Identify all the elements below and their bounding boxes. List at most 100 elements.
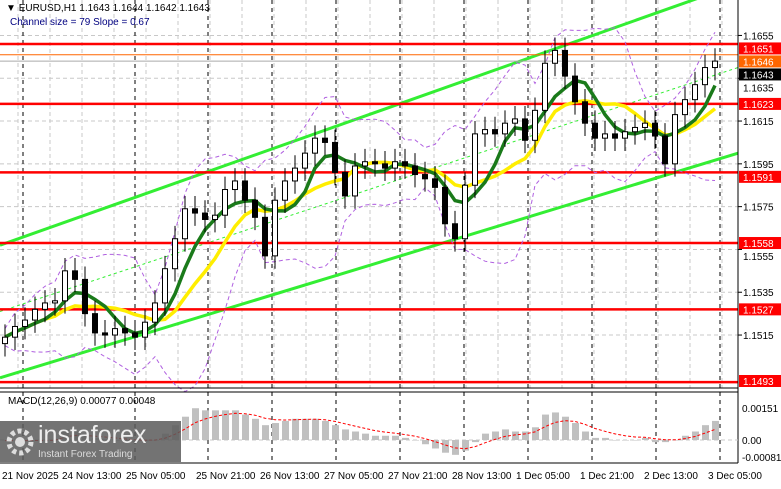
candle: [82, 266, 88, 327]
level-price-label-bg: [739, 375, 781, 387]
candle-body: [162, 268, 168, 304]
candle-body: [192, 208, 198, 214]
candle-body: [22, 319, 28, 327]
candle: [652, 110, 658, 149]
candle: [302, 140, 308, 181]
time-tick-label: 26 Nov 13:00: [260, 471, 320, 482]
candle: [252, 187, 258, 231]
candle-body: [432, 178, 438, 188]
candle-body: [92, 313, 98, 334]
candle-body: [612, 133, 618, 139]
ma-fast-line: [4, 78, 717, 339]
candle-body: [242, 180, 248, 201]
macd-histogram-bar: [392, 435, 399, 440]
ma-slow-line: [4, 99, 717, 339]
candle-body: [12, 325, 18, 338]
candle-body: [582, 101, 588, 124]
candle-body: [422, 174, 428, 180]
macd-histogram-bar: [712, 420, 719, 440]
candle: [562, 37, 568, 89]
macd-histogram-bar: [422, 440, 429, 445]
macd-histogram-bar: [232, 410, 239, 440]
macd-histogram-bar: [322, 420, 329, 440]
candle-body: [442, 186, 448, 225]
candle: [312, 125, 318, 166]
candle-body: [682, 99, 688, 116]
level-price-label: 1.1558: [743, 239, 774, 250]
candle-body: [2, 336, 8, 345]
current-price-label-bg: [739, 68, 781, 81]
level-price-label: 1.1591: [743, 173, 774, 184]
macd-histogram-bar: [302, 418, 309, 440]
candle: [622, 118, 628, 151]
level-price-label-bg: [739, 97, 781, 110]
current-price-label: 1.1643: [743, 70, 774, 81]
candle: [642, 110, 648, 141]
candle: [572, 63, 578, 115]
time-tick-label: 24 Nov 13:00: [62, 471, 122, 482]
candle: [32, 296, 38, 333]
price-tick-label: 1.1575: [743, 203, 774, 214]
macd-histogram-bar: [542, 414, 549, 440]
candle-body: [312, 137, 318, 154]
logo-name: instaforex: [38, 421, 147, 449]
candle-body: [502, 122, 508, 135]
macd-histogram-bar: [492, 431, 499, 440]
candle-body: [112, 328, 118, 336]
candle: [662, 123, 668, 177]
candle-body: [122, 328, 128, 334]
candle: [282, 168, 288, 214]
ask-price-label: 1.1646: [743, 57, 774, 68]
candle-body: [632, 126, 638, 133]
candle-body: [202, 212, 208, 220]
price-tick-label: 1.1535: [743, 288, 774, 299]
candle: [532, 97, 538, 154]
candle: [62, 258, 68, 314]
candle-body: [72, 270, 78, 280]
candle-body: [622, 131, 628, 139]
macd-tick-label: 0.00: [742, 436, 762, 447]
macd-histogram-bar: [402, 437, 409, 440]
macd-histogram-bar: [442, 440, 449, 453]
candle-body: [712, 60, 718, 69]
candle: [152, 290, 158, 336]
candle: [702, 54, 708, 98]
macd-histogram-bar: [362, 433, 369, 440]
candle: [552, 37, 558, 77]
candle: [52, 287, 58, 316]
candle: [192, 195, 198, 226]
candle: [292, 155, 298, 194]
macd-histogram-bar: [602, 437, 609, 440]
macd-histogram-bar: [622, 440, 629, 441]
candle: [182, 195, 188, 252]
candle-body: [652, 122, 658, 137]
dropdown-triangle-icon[interactable]: ▼: [6, 3, 16, 14]
macd-histogram-bar: [662, 440, 669, 443]
candle: [342, 159, 348, 209]
candle: [72, 258, 78, 293]
macd-tick-label: 0.00151: [742, 404, 779, 415]
candle-body: [592, 122, 598, 139]
level-price-label: 1.1623: [743, 100, 774, 111]
macd-signal-line: [5, 412, 716, 450]
macd-histogram-bar: [522, 431, 529, 440]
candle: [412, 153, 418, 188]
candle: [102, 320, 108, 348]
candle: [352, 153, 358, 209]
candle: [462, 172, 468, 252]
macd-histogram-bar: [692, 431, 699, 440]
candle: [612, 121, 618, 151]
candle: [672, 101, 678, 177]
candle-body: [292, 167, 298, 182]
candle: [472, 121, 478, 199]
candle-body: [392, 161, 398, 169]
candle-body: [362, 161, 368, 167]
candle: [202, 200, 208, 233]
level-price-label-bg: [739, 42, 781, 55]
candle: [272, 187, 278, 269]
macd-histogram-bar: [252, 418, 259, 440]
candle-body: [472, 133, 478, 186]
candle-body: [302, 152, 308, 169]
